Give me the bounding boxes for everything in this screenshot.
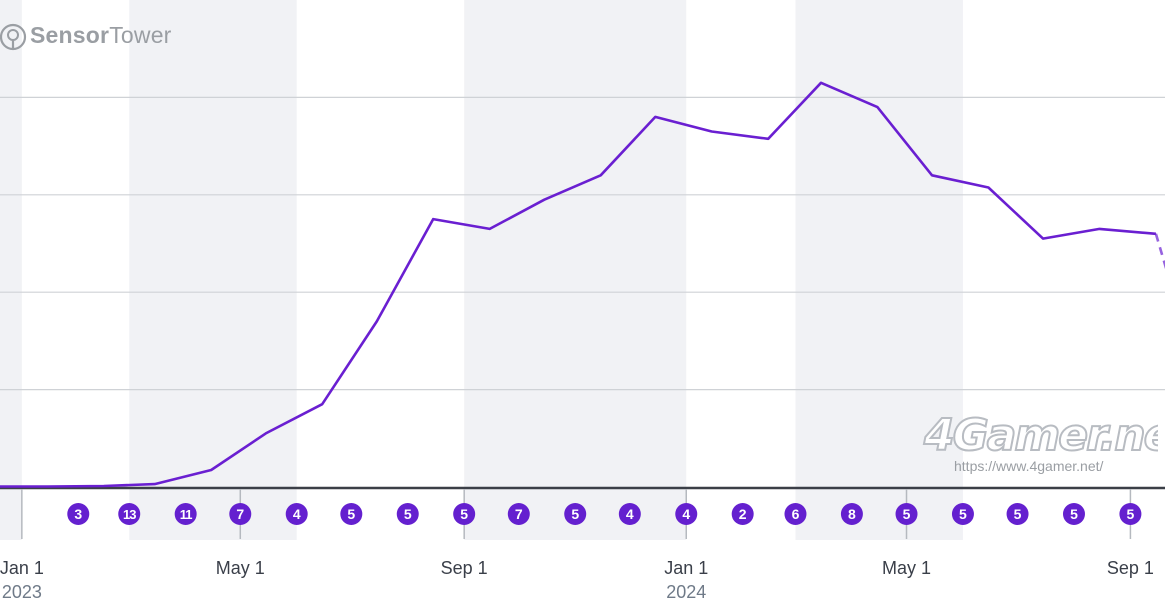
gridlines: [0, 96, 1165, 391]
event-marker: 13: [118, 503, 141, 525]
event-marker-circle: [118, 503, 141, 525]
event-marker-count: 7: [515, 506, 523, 522]
x-tick-labels: Jan 1 2023 May 1 Sep 1 Jan 1 2024 May 1 Sep 1: [0, 558, 1154, 599]
event-marker-circle: [731, 503, 754, 525]
event-marker-count: 4: [682, 506, 690, 522]
event-marker-circle: [618, 503, 641, 525]
brand-name-light: Tower: [109, 21, 172, 48]
event-marker-count: 5: [347, 506, 355, 522]
shaded-band: [0, 0, 22, 540]
event-marker-circle: [453, 503, 476, 525]
shaded-bands: [0, 0, 963, 540]
event-marker: 2: [731, 503, 754, 525]
event-marker: 5: [1119, 503, 1142, 525]
x-tick-label: May 1: [216, 558, 265, 578]
event-marker: 11: [174, 503, 197, 525]
event-marker: 3: [67, 503, 90, 525]
event-marker: 4: [618, 503, 641, 525]
event-marker-circle: [1006, 503, 1029, 525]
event-marker-count: 5: [903, 506, 911, 522]
event-marker-count: 5: [1070, 506, 1078, 522]
event-marker-count: 5: [460, 506, 468, 522]
event-marker: 4: [675, 503, 698, 525]
event-marker-circle: [1119, 503, 1142, 525]
event-marker: 5: [396, 503, 419, 525]
series-line: [0, 81, 1157, 488]
event-marker-count: 4: [626, 506, 634, 522]
event-marker-circle: [174, 503, 197, 525]
event-marker-circle: [1062, 503, 1085, 525]
event-marker-circle: [895, 503, 918, 525]
event-marker: 7: [229, 503, 252, 525]
event-marker-circle: [675, 503, 698, 525]
4gamer-watermark-logo: 4Gamer.net: [922, 409, 1158, 462]
event-marker: 5: [340, 503, 363, 525]
event-marker-count: 13: [123, 507, 136, 522]
event-marker: 5: [1062, 503, 1085, 525]
x-tick-label: Sep 1: [441, 558, 488, 578]
event-marker: 5: [1006, 503, 1029, 525]
shaded-band: [464, 0, 687, 540]
x-tick-year-label: 2024: [666, 582, 706, 599]
event-marker-count: 4: [293, 506, 301, 522]
shaded-band: [129, 0, 297, 540]
event-marker-count: 5: [1127, 506, 1135, 522]
event-marker-count: 3: [74, 506, 82, 522]
event-marker: 5: [453, 503, 476, 525]
event-marker: 4: [285, 503, 308, 525]
event-marker-count: 8: [848, 506, 856, 522]
event-marker-count: 5: [1014, 506, 1022, 522]
event-marker-count: 7: [236, 506, 244, 522]
event-marker-circle: [784, 503, 807, 525]
series-lines: [0, 81, 1165, 488]
event-marker: 8: [840, 503, 863, 525]
event-marker: 5: [951, 503, 974, 525]
event-marker-circle: [229, 503, 252, 525]
shaded-band: [795, 0, 963, 540]
event-marker-count: 5: [571, 506, 579, 522]
event-marker-circle: [507, 503, 530, 525]
event-marker-count: 2: [739, 506, 747, 522]
event-marker-circle: [285, 503, 308, 525]
event-marker-circle: [396, 503, 419, 525]
x-tick-label: May 1: [882, 558, 931, 578]
sensor-tower-logo-icon: [0, 23, 27, 51]
event-markers: 3 13 11 7 4 5 5 5 7 5 4 4 2 6 8 5 5 5 5 5: [67, 503, 1142, 525]
event-marker: 6: [784, 503, 807, 525]
event-marker: 7: [507, 503, 530, 525]
event-marker-circle: [67, 503, 90, 525]
x-tick-label: Jan 1: [0, 558, 44, 578]
x-tick-label: Jan 1: [664, 558, 708, 578]
svg-text:4Gamer.net: 4Gamer.net: [923, 410, 1158, 461]
event-marker-count: 11: [180, 507, 193, 522]
x-tick-label: Sep 1: [1107, 558, 1154, 578]
event-marker: 5: [564, 503, 587, 525]
event-marker-count: 6: [792, 506, 800, 522]
brand-name: SensorTower: [30, 22, 172, 49]
projected-series-line: [1154, 233, 1165, 270]
event-marker-circle: [840, 503, 863, 525]
watermark-url: https://www.4gamer.net/: [954, 458, 1104, 474]
event-marker-count: 5: [404, 506, 412, 522]
event-marker-circle: [951, 503, 974, 525]
event-marker: 5: [895, 503, 918, 525]
brand-name-bold: Sensor: [30, 21, 110, 48]
event-marker-count: 5: [959, 506, 967, 522]
x-tick-year-label: 2023: [2, 582, 42, 599]
event-marker-circle: [564, 503, 587, 525]
event-marker-circle: [340, 503, 363, 525]
sensor-tower-brand: SensorTower: [0, 18, 172, 52]
